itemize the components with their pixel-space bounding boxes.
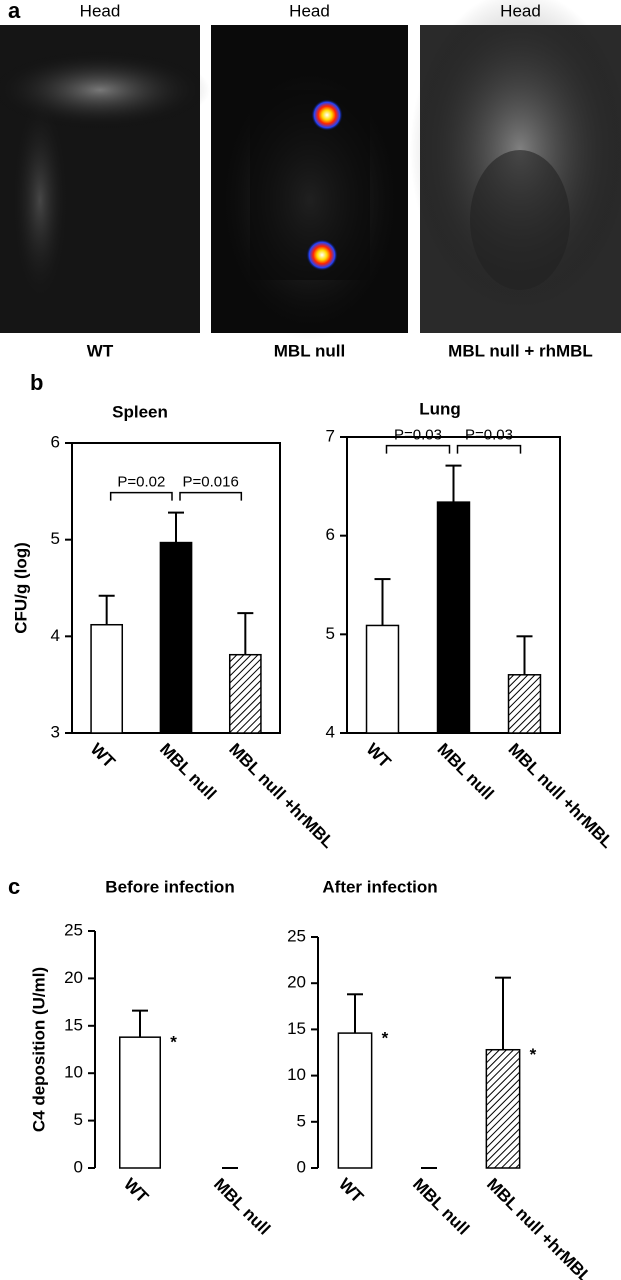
significance-bracket (385, 444, 451, 454)
y-axis-label: C4 deposition (U/ml) (29, 967, 48, 1132)
x-tick-label: WT (120, 1175, 153, 1208)
image-top-label: Head (289, 1, 330, 20)
panel-label: b (30, 370, 43, 395)
p-value: P=0.03 (465, 427, 513, 444)
significance-marker: * (170, 1033, 177, 1052)
x-tick-label: MBL null (156, 740, 220, 804)
y-tick-label: 6 (326, 525, 335, 544)
bar (365, 624, 400, 734)
bar (507, 674, 542, 734)
x-tick-label: WT (335, 1175, 368, 1208)
p-value: P=0.02 (117, 474, 165, 491)
x-tick-label: MBL null (409, 1175, 473, 1239)
significance-bracket (456, 444, 522, 454)
panel-label: c (8, 874, 20, 899)
y-tick-label: 4 (326, 722, 335, 741)
y-tick-label: 5 (297, 1111, 306, 1130)
image-top-label: Head (80, 1, 121, 20)
significance-bracket (109, 491, 173, 501)
y-tick-label: 15 (64, 1015, 83, 1034)
x-tick-label: WT (87, 740, 120, 773)
y-tick-label: 4 (51, 626, 60, 645)
significance-marker: * (382, 1029, 389, 1048)
p-value: P=0.016 (183, 474, 239, 491)
chart-title: Before infection (105, 877, 234, 896)
x-tick-label: MBL null (210, 1175, 274, 1239)
bar (119, 1036, 161, 1169)
image-mbl-null-rhmbl (410, 0, 621, 333)
bar (90, 623, 124, 734)
bar (159, 541, 193, 734)
significance-marker: * (530, 1045, 537, 1064)
x-tick-label: MBL null (434, 740, 498, 804)
y-tick-label: 10 (64, 1063, 83, 1082)
bar (228, 653, 262, 734)
y-tick-label: 5 (51, 529, 60, 548)
chart-title: Lung (419, 399, 461, 418)
y-tick-label: 20 (64, 968, 83, 987)
x-tick-label: MBL null +hrMBL (225, 740, 337, 852)
image-caption: WT (87, 341, 114, 360)
y-tick-label: 5 (326, 624, 335, 643)
y-tick-label: 25 (64, 920, 83, 939)
y-tick-label: 0 (74, 1157, 83, 1176)
x-tick-label: WT (363, 740, 396, 773)
chart-title: Spleen (112, 402, 168, 421)
y-tick-label: 10 (287, 1065, 306, 1084)
p-value: P=0.03 (394, 427, 442, 444)
bar (485, 1048, 521, 1169)
y-tick-label: 3 (51, 722, 60, 741)
panel-label: a (8, 0, 21, 23)
x-tick-label: MBL null +hrMBL (483, 1175, 595, 1280)
chart-title: After infection (322, 877, 437, 896)
y-tick-label: 7 (326, 426, 335, 445)
y-tick-label: 25 (287, 926, 306, 945)
image-mbl-null (211, 25, 408, 340)
image-top-label: Head (500, 1, 541, 20)
y-axis-label: CFU/g (log) (11, 542, 30, 634)
image-caption: MBL null + rhMBL (448, 341, 593, 360)
bar (436, 501, 471, 734)
y-tick-label: 5 (74, 1110, 83, 1129)
significance-bracket (179, 491, 243, 501)
image-caption: MBL null (274, 341, 345, 360)
y-tick-label: 20 (287, 973, 306, 992)
y-tick-label: 0 (297, 1157, 306, 1176)
y-tick-label: 15 (287, 1019, 306, 1038)
y-tick-label: 6 (51, 432, 60, 451)
x-tick-label: MBL null +hrMBL (505, 740, 617, 852)
image-wt (0, 25, 210, 333)
bar (337, 1032, 373, 1169)
